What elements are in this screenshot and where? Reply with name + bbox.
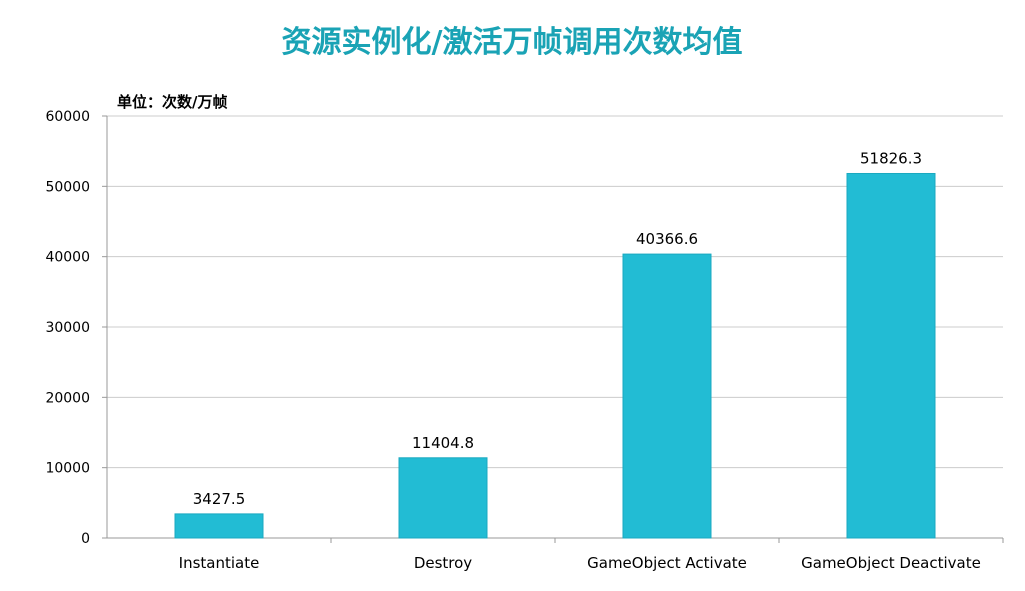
data-label: 51826.3 [860,149,922,167]
data-label: 11404.8 [412,434,474,452]
y-tick-label: 60000 [45,109,90,125]
y-tick-label: 50000 [45,179,90,195]
x-tick-label: Destroy [414,554,472,572]
y-tick-label: 10000 [45,461,90,477]
x-tick-label: Instantiate [179,554,260,572]
data-label: 40366.6 [636,230,698,248]
chart-title: 资源实例化/激活万帧调用次数均值 [282,25,743,60]
bar [622,253,712,539]
bar [398,457,488,539]
bar [174,513,264,539]
y-tick-labels: 0 10000 20000 30000 40000 50000 60000 [45,109,90,547]
y-tick-label: 40000 [45,250,90,266]
bar [846,172,936,539]
unit-label: 单位：次数/万帧 [117,93,227,111]
x-tick-label: GameObject Deactivate [801,554,981,572]
y-tick-label: 0 [81,531,90,547]
y-tick-label: 30000 [45,320,90,336]
x-tick-labels: Instantiate Destroy GameObject Activate Gam… [179,554,981,572]
data-labels: 3427.5 11404.8 40366.6 51826.3 [193,149,922,507]
x-tick-label: GameObject Activate [587,554,747,572]
y-tick-label: 20000 [45,390,90,406]
data-label: 3427.5 [193,490,246,508]
bars [174,172,936,539]
